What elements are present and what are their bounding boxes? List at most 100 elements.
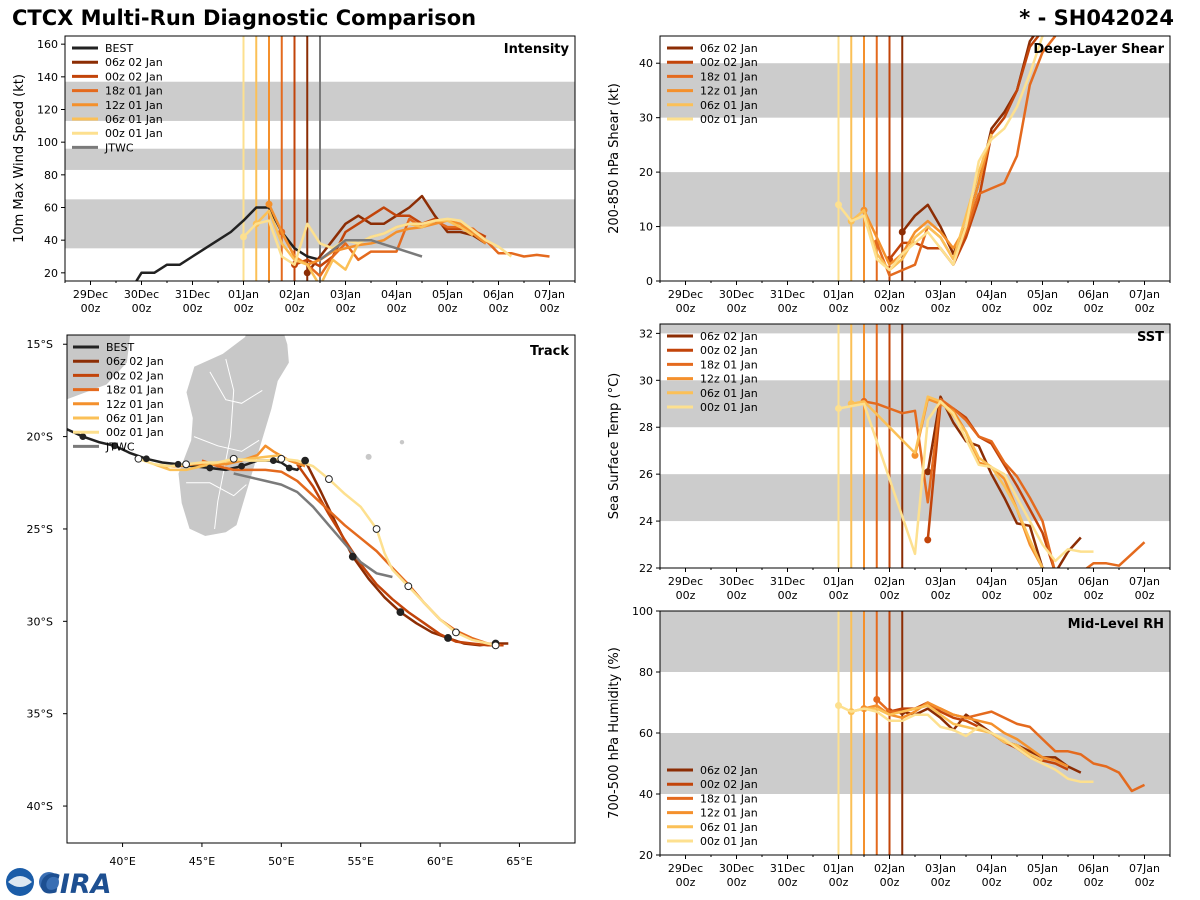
x-tick-label-hour: 00z: [829, 589, 849, 602]
x-tick-label-hour: 00z: [132, 302, 152, 315]
series-line-00z-01-jan: [837, 704, 1094, 784]
legend-label-06z-01-jan: 06z 01 Jan: [700, 387, 758, 400]
x-tick-label-hour: 00z: [676, 302, 696, 315]
best-track-point: [111, 442, 119, 450]
x-tick-label: 29Dec: [668, 862, 703, 875]
x-tick-label: 04Jan: [976, 575, 1007, 588]
y-tick-label: 160: [37, 38, 58, 51]
legend-label-06z-02-jan: 06z 02 Jan: [106, 355, 164, 368]
series-line-00z-02-jan: [294, 206, 487, 268]
x-tick-label-hour: 00z: [982, 302, 1002, 315]
lon-tick-label: 55°E: [347, 855, 373, 868]
lon-tick-label: 65°E: [506, 855, 532, 868]
series-start-point-18z-01-jan: [873, 695, 881, 703]
x-tick-label: 01Jan: [228, 288, 259, 301]
x-tick-label: 07Jan: [1129, 575, 1160, 588]
x-tick-label: 30Dec: [124, 288, 159, 301]
lat-tick-label: 30°S: [27, 615, 53, 628]
series-start-point-00z-01-jan: [835, 201, 842, 209]
shaded-band-1: [660, 611, 1170, 672]
legend-label-12z-01-jan: 12z 01 Jan: [105, 99, 163, 112]
x-tick-label: 31Dec: [770, 862, 805, 875]
track-line-06z-02-jan: [303, 460, 509, 647]
track-marker-00z-01-jan: [372, 525, 381, 533]
x-tick-label: 06Jan: [1078, 862, 1109, 875]
x-tick-label: 06Jan: [1078, 575, 1109, 588]
y-axis-label: Sea Surface Temp (°C): [607, 373, 622, 520]
x-tick-label-hour: 00z: [727, 302, 747, 315]
series-start-point-00z-01-jan: [835, 702, 842, 710]
track-line-00z-02-jan: [296, 463, 504, 647]
series-line-18z-01-jan: [863, 397, 1146, 568]
y-tick-label: 100: [632, 605, 653, 618]
y-tick-label: 28: [639, 421, 653, 434]
x-tick-label: 07Jan: [534, 288, 565, 301]
y-tick-label: 80: [44, 169, 58, 182]
x-tick-label-hour: 00z: [676, 876, 696, 889]
track-marker-00z-01-jan: [404, 582, 413, 591]
legend-label-12z-01-jan: 12z 01 Jan: [106, 398, 164, 411]
legend-label-00z-01-jan: 00z 01 Jan: [106, 426, 164, 439]
legend-label-00z-02-jan: 00z 02 Jan: [700, 56, 758, 69]
rh-chart: 2040608010029Dec00z30Dec00z31Dec00z01Jan…: [607, 605, 1171, 889]
track-marker-06z-02-jan: [444, 634, 452, 642]
legend-label-00z-01-jan: 00z 01 Jan: [105, 127, 163, 140]
plot-area: [660, 611, 1170, 855]
y-tick-label: 26: [639, 468, 653, 481]
x-tick-label: 02Jan: [874, 862, 905, 875]
x-tick-label: 30Dec: [719, 575, 754, 588]
x-tick-label: 02Jan: [279, 288, 310, 301]
x-tick-label: 31Dec: [770, 575, 805, 588]
y-tick-label: 10: [639, 221, 653, 234]
legend-label-06z-01-jan: 06z 01 Jan: [105, 113, 163, 126]
x-tick-label: 30Dec: [719, 862, 754, 875]
x-tick-label-hour: 00z: [489, 302, 509, 315]
series-start-point-00z-01-jan: [240, 233, 247, 241]
x-tick-label-hour: 00z: [1135, 302, 1155, 315]
legend-label-00z-02-jan: 00z 02 Jan: [700, 344, 758, 357]
series-line-12z-01-jan: [863, 701, 1069, 768]
track-marker-00z-01-jan: [134, 454, 143, 463]
x-tick-label: 05Jan: [1027, 862, 1058, 875]
region-border-1: [193, 436, 260, 452]
x-tick-label: 05Jan: [1027, 575, 1058, 588]
x-tick-label-hour: 00z: [438, 302, 458, 315]
series-line-jtwc: [319, 238, 423, 261]
x-tick-label: 04Jan: [381, 288, 412, 301]
track-marker-00z-01-jan: [452, 628, 460, 637]
series-line-06z-02-jan: [926, 395, 1082, 568]
y-axis-label: 700-500 hPa Humidity (%): [607, 647, 622, 819]
legend-label-12z-01-jan: 12z 01 Jan: [700, 373, 758, 386]
y-tick-label: 22: [639, 562, 653, 575]
legend-label-jtwc: JTWC: [105, 440, 135, 453]
y-tick-label: 30: [639, 112, 653, 125]
y-tick-label: 20: [44, 267, 58, 280]
y-tick-label: 40: [44, 234, 58, 247]
x-tick-label: 05Jan: [432, 288, 463, 301]
map-frame: [66, 334, 576, 844]
y-tick-label: 0: [646, 275, 653, 288]
y-tick-label: 100: [37, 136, 58, 149]
track-marker-06z-02-jan: [348, 552, 357, 561]
x-tick-label: 30Dec: [719, 288, 754, 301]
x-tick-label-hour: 00z: [1033, 589, 1053, 602]
x-tick-label: 02Jan: [874, 575, 905, 588]
x-tick-label: 05Jan: [1027, 288, 1058, 301]
legend-label-00z-02-jan: 00z 02 Jan: [106, 369, 164, 382]
lat-tick-label: 40°S: [27, 800, 53, 813]
y-tick-label: 30: [639, 374, 653, 387]
x-tick-label: 03Jan: [925, 575, 956, 588]
cira-logo-text: CIRA: [40, 869, 112, 900]
series-start-point-12z-01-jan: [265, 200, 273, 208]
x-tick-label: 07Jan: [1129, 288, 1160, 301]
x-tick-label-hour: 00z: [880, 589, 900, 602]
y-tick-label: 140: [37, 71, 58, 84]
y-tick-label: 40: [639, 57, 653, 70]
shaded-band-2: [660, 324, 1170, 334]
intensity-chart: 2040608010012014016029Dec00z30Dec00z31De…: [12, 35, 576, 315]
y-tick-label: 60: [44, 202, 58, 215]
best-track-point: [269, 457, 277, 465]
x-tick-label-hour: 00z: [336, 302, 356, 315]
x-tick-label: 04Jan: [976, 862, 1007, 875]
